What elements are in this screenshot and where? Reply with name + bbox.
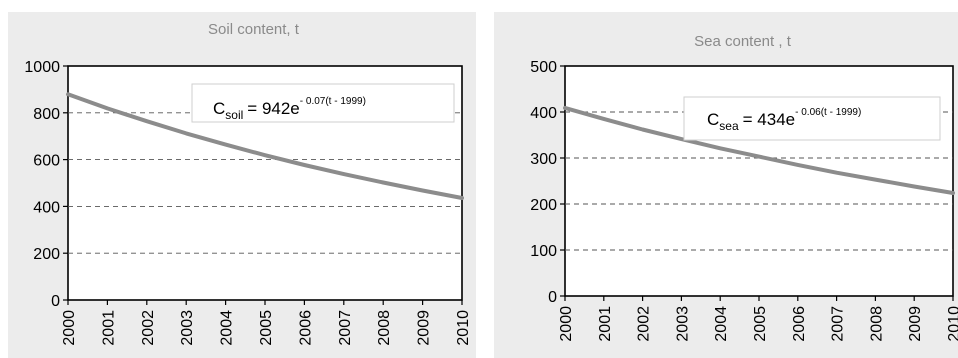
data-point [835,171,839,175]
data-point [342,172,346,176]
data-point [602,117,606,121]
x-tick-label: 2010 [946,306,958,342]
y-tick-label: 500 [530,59,557,76]
x-tick-label: 2010 [455,310,472,346]
y-tick-label: 800 [33,106,60,123]
data-point [718,146,722,150]
data-point [145,119,149,123]
x-tick-label: 2001 [100,310,117,346]
y-tick-label: 400 [530,105,557,122]
data-point [421,188,425,192]
data-point [263,153,267,157]
x-tick-label: 2004 [713,306,730,342]
x-tick-label: 2005 [258,310,275,346]
y-tick-label: 200 [33,246,60,263]
data-point [105,106,109,110]
x-tick-label: 2000 [61,310,78,346]
x-tick-label: 2008 [868,306,885,342]
data-point [184,131,188,135]
data-point [912,185,916,189]
x-tick-label: 2002 [140,310,157,346]
data-point [951,191,955,195]
x-tick-label: 2009 [907,306,924,342]
data-point [679,137,683,141]
y-tick-label: 100 [530,243,557,260]
y-tick-label: 0 [51,293,60,310]
x-tick-label: 2009 [416,310,433,346]
x-tick-label: 2003 [179,310,196,346]
data-point [66,92,70,96]
y-tick-label: 0 [548,289,557,306]
data-point [381,181,385,185]
equation-text: Csoil = 942e- 0.07(t - 1999) [213,96,366,122]
data-point [302,163,306,167]
chart-title: Soil content, t [208,21,300,38]
chart-1: Soil content, t 0 200 400 600 800 1000 2000 2001… [8,12,476,358]
equation-box [191,83,455,123]
x-tick-label: 2004 [219,310,236,346]
equation-text: Csea = 434e- 0.06(t - 1999) [707,107,861,133]
data-point [796,163,800,167]
x-tick-label: 2000 [558,306,575,342]
y-tick-label: 300 [530,151,557,168]
y-tick-label: 400 [33,199,60,216]
data-point [641,127,645,131]
y-tick-label: 1000 [24,59,60,76]
x-tick-label: 2006 [297,310,314,346]
x-tick-label: 2002 [636,306,653,342]
data-point [224,143,228,147]
data-point [757,155,761,159]
y-tick-label: 600 [33,153,60,170]
data-point [460,196,464,200]
y-tick-label: 200 [530,197,557,214]
x-tick-label: 2006 [791,306,808,342]
x-tick-label: 2005 [752,306,769,342]
x-tick-label: 2007 [830,306,847,342]
x-tick-label: 2001 [597,306,614,342]
x-tick-label: 2007 [337,310,354,346]
x-tick-label: 2003 [674,306,691,342]
data-point [873,178,877,182]
data-point [563,106,567,110]
x-tick-label: 2008 [376,310,393,346]
chart-title: Sea content , t [694,33,792,50]
chart-2: Sea content , t 0 100 200 300 400 500 2000 2001 2… [494,12,958,358]
equation-box [683,96,941,141]
